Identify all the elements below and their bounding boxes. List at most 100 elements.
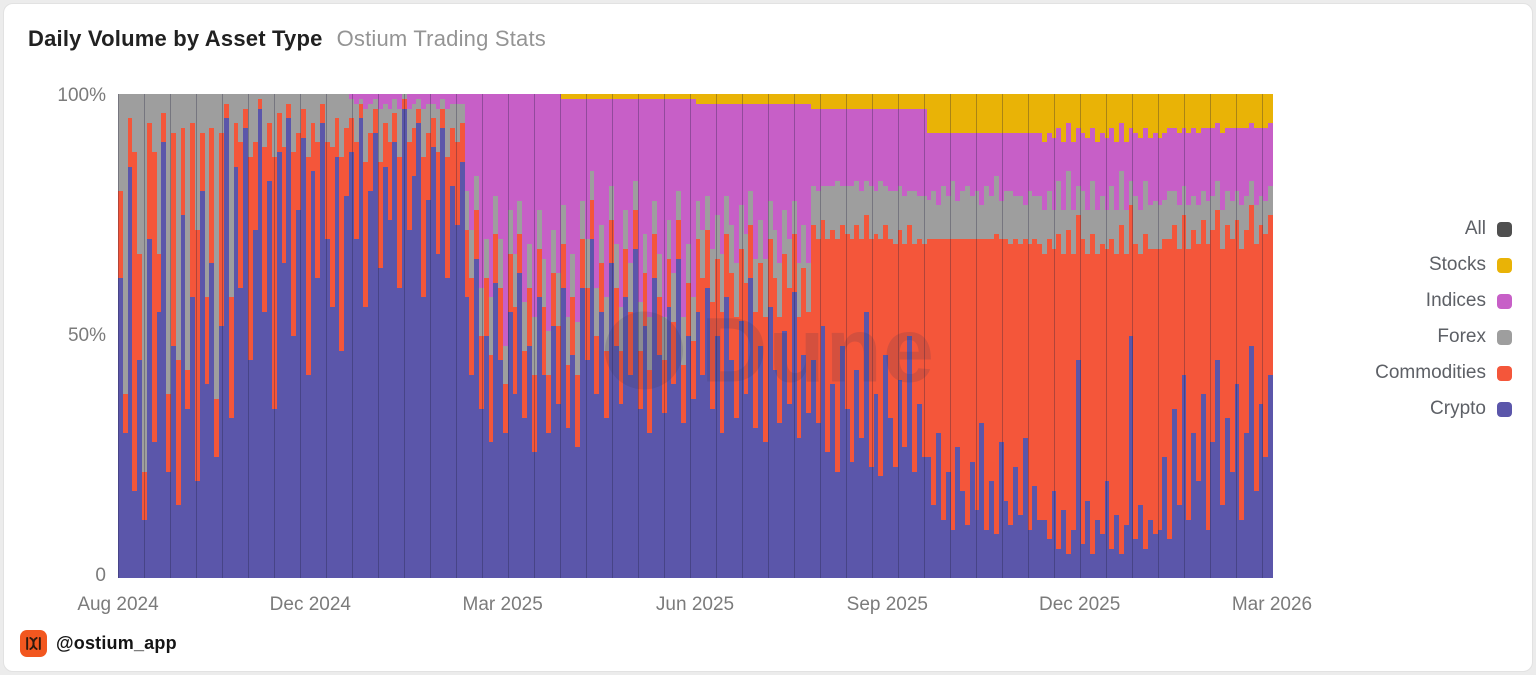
bar-segment-commodities [445, 156, 451, 278]
stacked-bar [195, 94, 200, 578]
bar-segment-crypto [806, 413, 811, 578]
bar-segment-crypto [166, 471, 171, 578]
bar-segment-forex [734, 263, 739, 317]
legend-item-indices[interactable]: Indices [1426, 290, 1512, 312]
bar-segment-forex [272, 94, 277, 157]
bar-segment-forex [122, 94, 128, 395]
bar-segment-stocks [936, 94, 941, 133]
stacked-bar [878, 94, 884, 578]
bar-segment-commodities [517, 234, 523, 274]
bar-segment-forex [1248, 181, 1254, 206]
bar-segment-commodities [522, 350, 528, 419]
stacked-bar [608, 94, 614, 578]
stacked-bar [714, 94, 720, 578]
bar-segment-indices [1075, 127, 1081, 186]
bar-segment-crypto [695, 311, 701, 578]
bar-segment-commodities [469, 277, 475, 375]
bar-segment-commodities [546, 374, 552, 433]
bar-segment-indices [1099, 132, 1105, 196]
bar-segment-crypto [912, 471, 917, 578]
bar-segment-forex [1003, 190, 1009, 240]
stacked-bar [888, 94, 893, 578]
stacked-bar [132, 94, 138, 578]
bar-segment-crypto [575, 447, 580, 578]
bar-segment-forex [1017, 195, 1023, 245]
bar-segment-crypto [825, 452, 831, 578]
stacked-bar [324, 94, 330, 578]
bar-segment-indices [1215, 123, 1221, 182]
legend-item-forex[interactable]: Forex [1437, 326, 1512, 348]
stacked-bar [1037, 94, 1042, 578]
bar-segment-crypto [503, 432, 508, 578]
bar-segment-forex [1085, 210, 1091, 254]
bar-segment-forex [984, 185, 990, 240]
bar-segment-forex [657, 253, 662, 298]
legend-item-commodities[interactable]: Commodities [1375, 362, 1512, 384]
bar-segment-forex [478, 287, 484, 337]
stacked-bar [1229, 94, 1235, 578]
stacked-bar [459, 94, 465, 578]
stacked-bar [483, 94, 489, 578]
bar-segment-forex [589, 171, 595, 201]
bar-segment-stocks [950, 94, 956, 133]
bar-segment-indices [464, 94, 470, 191]
bar-segment-commodities [132, 152, 138, 491]
bar-segment-crypto [560, 287, 566, 578]
bar-segment-crypto [1008, 524, 1014, 578]
bar-segment-commodities [849, 239, 855, 462]
bar-segment-crypto [892, 466, 898, 578]
bar-segment-crypto [296, 210, 301, 578]
bar-segment-indices [1042, 142, 1047, 211]
bar-segment-indices [907, 108, 913, 191]
ostium-app-icon[interactable] [20, 630, 47, 657]
x-tick: Mar 2026 [1231, 594, 1313, 615]
bar-segment-forex [1070, 210, 1076, 254]
bar-segment-forex [541, 258, 547, 307]
bar-segment-commodities [685, 282, 691, 336]
stacked-bar [1051, 94, 1057, 578]
stacked-bar [507, 94, 513, 578]
bar-segment-indices [657, 98, 662, 254]
legend-item-stocks[interactable]: Stocks [1429, 254, 1512, 276]
bar-segment-crypto [820, 326, 826, 578]
bar-segment-commodities [955, 239, 961, 448]
bar-segment-commodities [142, 471, 147, 520]
bar-segment-indices [912, 108, 917, 191]
bar-segment-indices [940, 132, 946, 186]
bar-segment-stocks [1229, 94, 1235, 128]
bar-segment-stocks [758, 94, 763, 104]
bar-segment-commodities [1200, 219, 1206, 395]
legend-item-all[interactable]: All [1465, 218, 1512, 240]
bar-segment-commodities [931, 239, 937, 506]
bar-segment-forex [209, 94, 215, 128]
bar-segment-crypto [382, 166, 388, 578]
bar-segment-crypto [599, 311, 605, 578]
bar-segment-crypto [1037, 519, 1042, 578]
bar-segment-forex [729, 224, 734, 274]
bar-segment-forex [844, 185, 850, 235]
bar-segment-commodities [1258, 224, 1264, 404]
bar-segment-crypto [498, 360, 503, 578]
bar-segment-commodities [1080, 239, 1086, 545]
twitter-handle[interactable]: @ostium_app [56, 633, 177, 653]
bar-segment-crypto [146, 239, 152, 578]
bar-segment-commodities [1239, 248, 1245, 520]
bar-segment-stocks [892, 94, 898, 109]
bar-segment-indices [478, 94, 484, 288]
bar-segment-indices [555, 94, 561, 274]
bar-segment-crypto [281, 263, 287, 578]
bar-segment-commodities [1244, 229, 1249, 433]
bar-segment-forex [1061, 210, 1067, 254]
bar-segment-forex [993, 176, 999, 235]
plot-area[interactable] [118, 94, 1273, 578]
bar-segment-commodities [161, 113, 167, 143]
bar-segment-commodities [1215, 210, 1221, 361]
legend-item-crypto[interactable]: Crypto [1430, 398, 1512, 420]
bar-segment-crypto [685, 336, 691, 578]
bar-segment-commodities [118, 190, 123, 278]
bar-segment-crypto [796, 437, 802, 578]
stacked-bar [1119, 94, 1124, 578]
bar-segment-stocks [806, 94, 811, 104]
bar-segment-crypto [507, 311, 513, 578]
bar-segment-stocks [868, 94, 874, 109]
